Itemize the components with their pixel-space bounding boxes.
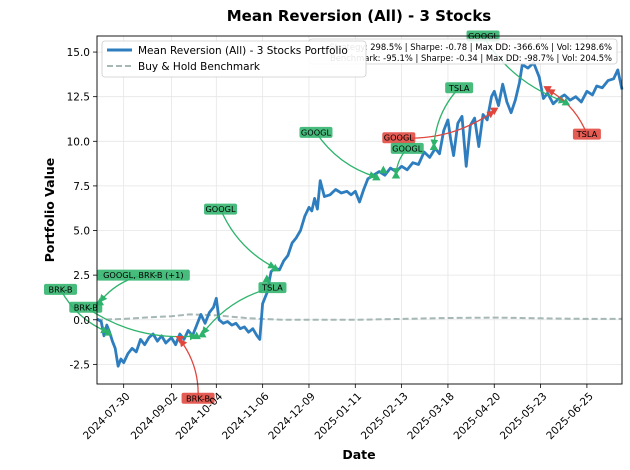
annotation-label-box [204, 203, 238, 215]
buy-marker [262, 274, 272, 283]
strategy-line [96, 61, 624, 368]
chart-title: Mean Reversion (All) - 3 Stocks [227, 7, 492, 25]
annotation-label: GOOGL, BRK-B (+1) [103, 270, 184, 280]
x-tick-label: 2025-02-13 [359, 390, 411, 442]
x-tick-label: 2025-06-25 [544, 390, 596, 442]
x-tick-label: 2024-11-06 [220, 390, 272, 442]
buy-marker [429, 142, 439, 151]
sell-marker [543, 86, 552, 94]
y-tick-label: 5.0 [73, 226, 90, 238]
strategy-series [96, 61, 624, 368]
plot-frame [96, 35, 623, 385]
y-tick-label: 7.5 [73, 181, 90, 193]
annotation-arrow [315, 132, 378, 179]
buy-marker [104, 328, 113, 336]
trade-markers [95, 86, 571, 344]
y-tick-label: 10.0 [67, 136, 90, 148]
sell-marker [490, 107, 499, 116]
annotation-label-box [44, 283, 78, 295]
benchmark-series [96, 313, 622, 321]
annotation-label: TSLA [448, 83, 470, 93]
annotation-label-box [69, 301, 103, 313]
annotation-label-box [445, 82, 474, 94]
annotation-label: BRK-B [48, 284, 72, 294]
annotation-label-box [299, 126, 333, 138]
y-tick-label: 12.5 [67, 92, 90, 104]
x-tick-label: 2024-07-30 [81, 390, 133, 442]
y-tick-label: 2.5 [73, 270, 90, 282]
buy-marker [561, 97, 571, 106]
legend-box [101, 40, 367, 78]
buy-marker [391, 171, 401, 179]
legend-label-benchmark: Buy & Hold Benchmark [138, 61, 261, 73]
x-axis-ticks: 2024-07-302024-09-022024-10-042024-11-06… [81, 384, 596, 442]
annotation-label-box [96, 269, 190, 281]
annotation-label: GOOGL [301, 127, 332, 137]
annotation-label: GOOGL [384, 133, 415, 143]
x-tick-label: 2025-01-11 [313, 390, 365, 442]
buy-marker [271, 263, 280, 272]
y-tick-label: 15.0 [67, 47, 90, 59]
annotation-label-box [390, 142, 424, 154]
buy-marker [372, 172, 381, 181]
stats-line-strategy: Strategy: 298.5% | Sharpe: -0.78 | Max D… [329, 42, 612, 52]
y-tick-label: -2.5 [70, 359, 91, 371]
x-tick-label: 2024-09-02 [129, 390, 181, 442]
annotation-label: TSLA [261, 283, 283, 293]
buy-marker [198, 329, 207, 338]
annotation-label: BRK-B [74, 302, 98, 312]
annotation-label-box [181, 392, 215, 404]
sell-marker [175, 336, 185, 344]
x-axis-label: Date [342, 447, 375, 462]
legend: Mean Reversion (All) - 3 Stocks Portfoli… [101, 40, 367, 78]
annotation-arrow [179, 338, 199, 399]
annotation-label: BRK-B [186, 393, 210, 403]
annotation-label: GOOGL [205, 204, 236, 214]
annotation-label: TSLA [576, 129, 598, 139]
annotation-label-box [258, 282, 287, 294]
x-tick-label: 2024-12-09 [266, 390, 318, 442]
x-tick-label: 2025-04-20 [452, 390, 504, 442]
annotation-label: GOOGL [392, 143, 423, 153]
grid [97, 36, 622, 384]
annotation-label-box [382, 132, 416, 144]
x-tick-label: 2025-05-23 [498, 390, 550, 442]
annotation-label-box [572, 128, 601, 140]
y-axis-label: Portfolio Value [42, 158, 57, 263]
stats-line-benchmark: Benchmark: -95.1% | Sharpe: -0.34 | Max … [330, 53, 612, 63]
legend-label-strategy: Mean Reversion (All) - 3 Stocks Portfoli… [138, 45, 348, 57]
x-tick-label: 2025-03-18 [405, 390, 457, 442]
y-tick-label: 0.0 [73, 315, 90, 327]
annotation-arrow [219, 208, 276, 269]
y-axis-ticks: -2.5 0.0 2.5 5.0 7.5 10.0 12.5 15.0 [67, 47, 97, 371]
buy-marker [379, 165, 388, 174]
benchmark-line [96, 313, 622, 321]
